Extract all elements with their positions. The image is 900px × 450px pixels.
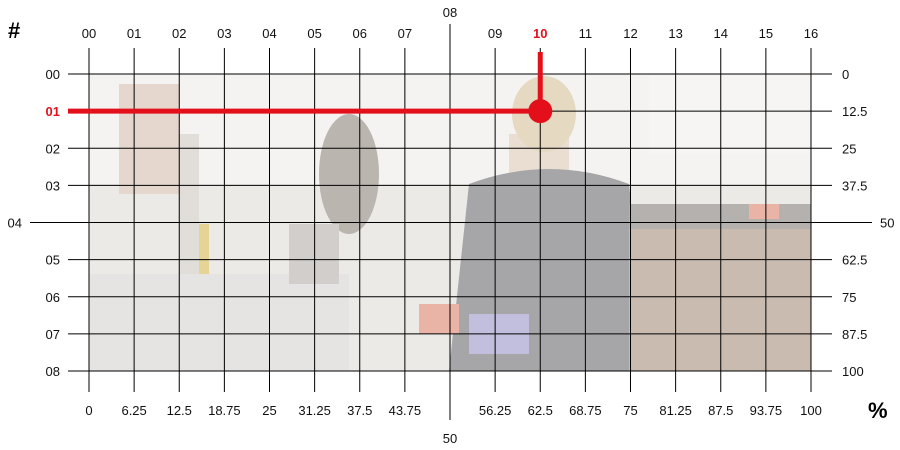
bottom-percent-label: 93.75 [750, 403, 783, 418]
bottom-percent-label: 43.75 [389, 403, 422, 418]
bottom-percent-label: 56.25 [479, 403, 512, 418]
bottom-percent-label: 25 [262, 403, 276, 418]
col-label: 12 [623, 26, 637, 41]
bottom-percent-label: 75 [623, 403, 637, 418]
right-percent-label: 50 [880, 216, 894, 231]
bottom-percent-label: 6.25 [121, 403, 146, 418]
col-label: 14 [714, 26, 728, 41]
col-label: 15 [759, 26, 773, 41]
right-percent-label: 25 [842, 141, 856, 156]
bottom-percent-label: 62.5 [528, 403, 553, 418]
col-label: 09 [488, 26, 502, 41]
bottom-percent-label: 12.5 [167, 403, 192, 418]
row-label: 02 [46, 141, 60, 156]
bottom-percent-label: 87.5 [708, 403, 733, 418]
percent-symbol: % [868, 398, 888, 423]
bottom-percent-label: 37.5 [347, 403, 372, 418]
row-label: 04 [8, 216, 22, 231]
hash-symbol: # [8, 18, 20, 43]
bottom-percent-label: 50 [443, 431, 457, 446]
bottom-percent-label: 0 [85, 403, 92, 418]
right-percent-label: 12.5 [842, 104, 867, 119]
col-label: 16 [804, 26, 818, 41]
row-label: 06 [46, 290, 60, 305]
bottom-percent-label: 18.75 [208, 403, 241, 418]
col-label: 04 [262, 26, 276, 41]
row-label: 03 [46, 178, 60, 193]
col-label: 02 [172, 26, 186, 41]
col-label: 10 [533, 26, 547, 41]
bottom-percent-label: 81.25 [659, 403, 692, 418]
col-label: 11 [579, 26, 593, 41]
bottom-percent-label: 68.75 [569, 403, 602, 418]
row-label: 07 [46, 327, 60, 342]
col-label: 03 [217, 26, 231, 41]
col-label: 13 [668, 26, 682, 41]
right-percent-label: 37.5 [842, 178, 867, 193]
row-label: 08 [46, 364, 60, 379]
col-label: 08 [443, 5, 457, 20]
col-label: 01 [127, 26, 141, 41]
right-percent-label: 100 [842, 364, 864, 379]
row-label: 01 [46, 104, 60, 119]
col-label: 06 [353, 26, 367, 41]
col-label: 07 [398, 26, 412, 41]
row-label: 05 [46, 253, 60, 268]
col-label: 00 [82, 26, 96, 41]
right-percent-label: 0 [842, 67, 849, 82]
right-percent-label: 87.5 [842, 327, 867, 342]
right-percent-label: 75 [842, 290, 856, 305]
row-label: 00 [46, 67, 60, 82]
right-percent-label: 62.5 [842, 253, 867, 268]
highlight-marker [528, 99, 553, 124]
bottom-percent-label: 100 [800, 403, 822, 418]
bottom-percent-label: 31.25 [298, 403, 331, 418]
col-label: 05 [307, 26, 321, 41]
